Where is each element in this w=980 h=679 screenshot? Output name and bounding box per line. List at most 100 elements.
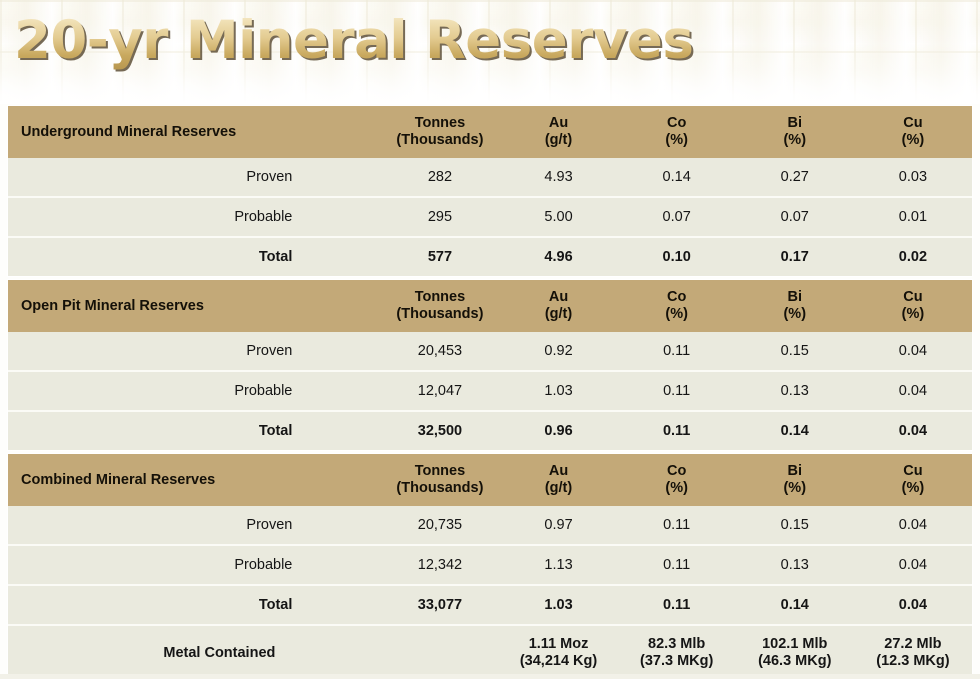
section-combined-mineral-reserves: Combined Mineral Reserves Tonnes (Thousa… xyxy=(8,454,972,679)
table-row-total: Total 577 4.96 0.10 0.17 0.02 xyxy=(8,236,972,276)
table-row-total: Total 32,500 0.96 0.11 0.14 0.04 xyxy=(8,410,972,450)
cell-bi: 0.14 xyxy=(735,410,854,450)
cell-au: 1.03 xyxy=(499,584,618,625)
cell-co: 0.07 xyxy=(617,196,736,237)
column-header-co: Co (%) xyxy=(617,106,736,158)
cell-co: 0.11 xyxy=(617,544,736,585)
column-header-line1: Co xyxy=(666,463,687,479)
cell-bi: 0.07 xyxy=(735,196,854,237)
column-header-line2: (%) xyxy=(783,480,807,496)
column-header-line2: (Thousands) xyxy=(396,480,484,496)
column-header-line1: Co xyxy=(666,115,687,131)
cell-co: 0.11 xyxy=(617,584,736,625)
cell-au: 0.92 xyxy=(499,332,618,371)
cell-tonnes: 295 xyxy=(380,196,500,237)
cell-cu: 0.02 xyxy=(853,236,972,276)
column-header-line2: (%) xyxy=(901,132,925,148)
column-header-line1: Tonnes xyxy=(414,463,466,479)
row-label: Proven xyxy=(8,506,381,545)
cell-co: 0.11 xyxy=(617,410,736,450)
cell-bi: 0.14 xyxy=(735,584,854,625)
cell-metal-co: 82.3 Mlb (37.3 MKg) xyxy=(617,624,736,679)
metal-value-line1: 1.11 Moz xyxy=(528,636,589,652)
cell-au: 1.03 xyxy=(499,370,618,411)
column-header-line2: (%) xyxy=(783,306,807,322)
metal-value-line2: (46.3 MKg) xyxy=(758,653,832,669)
column-header-bi: Bi (%) xyxy=(735,106,854,158)
column-header-tonnes: Tonnes (Thousands) xyxy=(380,106,500,158)
cell-cu: 0.04 xyxy=(853,544,972,585)
column-header-line2: (%) xyxy=(665,132,688,148)
table-row: Probable 12,047 1.03 0.11 0.13 0.04 xyxy=(8,370,972,411)
cell-metal-bi: 102.1 Mlb (46.3 MKg) xyxy=(735,624,854,679)
column-header-cu: Cu (%) xyxy=(853,454,972,506)
column-header-au: Au (g/t) xyxy=(499,106,618,158)
cell-tonnes: 32,500 xyxy=(380,410,500,450)
cell-tonnes: 33,077 xyxy=(380,584,500,625)
column-header-line1: Bi xyxy=(787,463,803,479)
row-label: Probable xyxy=(8,370,381,411)
column-header-co: Co (%) xyxy=(617,280,736,332)
column-header-line1: Bi xyxy=(787,289,803,305)
table-row: Proven 20,453 0.92 0.11 0.15 0.04 xyxy=(8,332,972,371)
column-header-line1: Bi xyxy=(787,115,803,131)
cell-au: 4.93 xyxy=(499,158,618,197)
column-header-bi: Bi (%) xyxy=(735,454,854,506)
column-header-line2: (%) xyxy=(901,306,925,322)
cell-cu: 0.01 xyxy=(853,196,972,237)
table-row: Proven 282 4.93 0.14 0.27 0.03 xyxy=(8,158,972,197)
row-label-metal-contained: Metal Contained xyxy=(8,624,381,679)
cell-co: 0.14 xyxy=(617,158,736,197)
section-title-underground: Underground Mineral Reserves xyxy=(8,106,381,158)
cell-tonnes: 282 xyxy=(380,158,500,197)
cell-au: 5.00 xyxy=(499,196,618,237)
column-header-line1: Au xyxy=(548,289,569,305)
column-header-line2: (Thousands) xyxy=(396,132,484,148)
column-header-line2: (Thousands) xyxy=(396,306,484,322)
cell-bi: 0.13 xyxy=(735,544,854,585)
section-title-open-pit: Open Pit Mineral Reserves xyxy=(8,280,381,332)
column-header-line1: Co xyxy=(666,289,687,305)
column-header-line1: Cu xyxy=(903,289,923,305)
cell-co: 0.11 xyxy=(617,370,736,411)
section-open-pit-mineral-reserves: Open Pit Mineral Reserves Tonnes (Thousa… xyxy=(8,280,972,450)
cell-au: 0.96 xyxy=(499,410,618,450)
section-header-row: Open Pit Mineral Reserves Tonnes (Thousa… xyxy=(8,280,972,332)
cell-co: 0.11 xyxy=(617,332,736,371)
column-header-line2: (g/t) xyxy=(544,132,573,148)
column-header-line2: (%) xyxy=(665,306,688,322)
cell-tonnes: 577 xyxy=(380,236,500,276)
cell-metal-cu: 27.2 Mlb (12.3 MKg) xyxy=(853,624,972,679)
cell-bi: 0.15 xyxy=(735,506,854,545)
cell-bi: 0.15 xyxy=(735,332,854,371)
cell-cu: 0.04 xyxy=(853,584,972,625)
table-row: Proven 20,735 0.97 0.11 0.15 0.04 xyxy=(8,506,972,545)
column-header-tonnes: Tonnes (Thousands) xyxy=(380,280,500,332)
row-label: Total xyxy=(8,584,381,625)
column-header-line2: (%) xyxy=(901,480,925,496)
row-label: Proven xyxy=(8,332,381,371)
cell-tonnes: 12,047 xyxy=(380,370,500,411)
section-title-combined: Combined Mineral Reserves xyxy=(8,454,381,506)
column-header-line1: Tonnes xyxy=(414,115,466,131)
column-header-line1: Au xyxy=(548,463,569,479)
column-header-tonnes: Tonnes (Thousands) xyxy=(380,454,500,506)
column-header-line1: Cu xyxy=(903,463,923,479)
cell-bi: 0.17 xyxy=(735,236,854,276)
cell-bi: 0.27 xyxy=(735,158,854,197)
page-title-shadow: 20-yr Mineral Reserves xyxy=(16,8,696,78)
table-row: Probable 12,342 1.13 0.11 0.13 0.04 xyxy=(8,544,972,585)
column-header-line2: (%) xyxy=(783,132,807,148)
row-label: Total xyxy=(8,410,381,450)
row-label: Total xyxy=(8,236,381,276)
metal-value-line1: 27.2 Mlb xyxy=(884,636,942,652)
cell-au: 0.97 xyxy=(499,506,618,545)
cell-cu: 0.03 xyxy=(853,158,972,197)
section-header-row: Combined Mineral Reserves Tonnes (Thousa… xyxy=(8,454,972,506)
cell-tonnes: 20,735 xyxy=(380,506,500,545)
column-header-au: Au (g/t) xyxy=(499,454,618,506)
metal-value-line2: (37.3 MKg) xyxy=(639,653,714,669)
column-header-line1: Cu xyxy=(903,115,923,131)
cell-cu: 0.04 xyxy=(853,370,972,411)
